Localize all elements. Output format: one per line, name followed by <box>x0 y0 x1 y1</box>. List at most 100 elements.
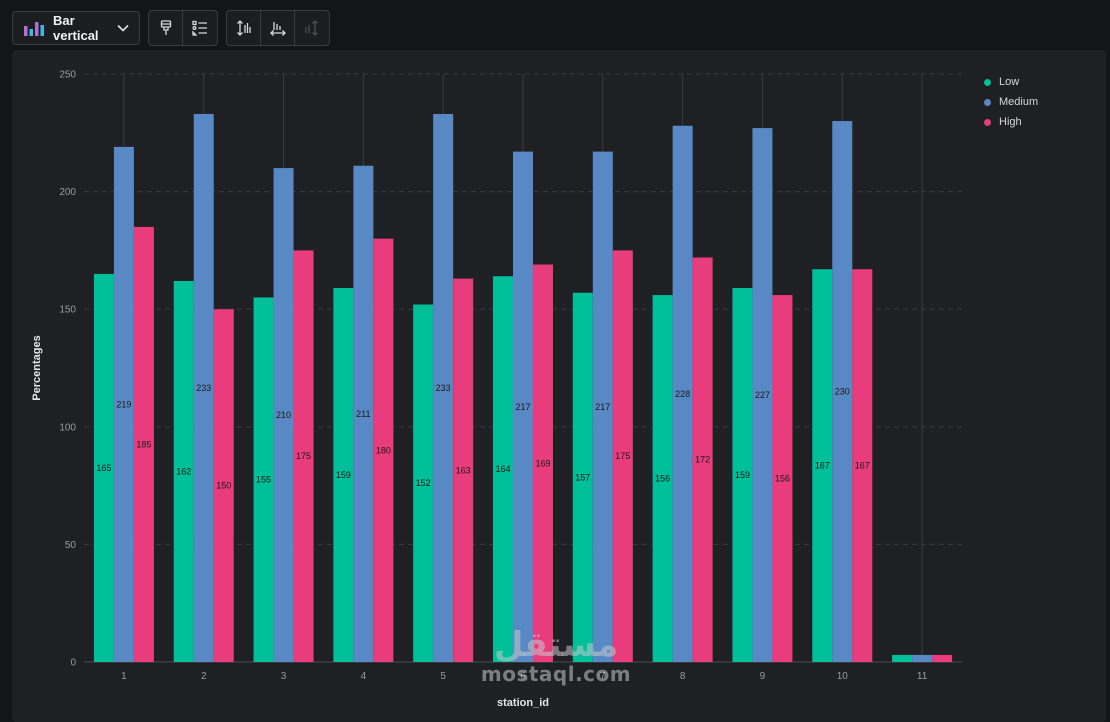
bar-high <box>932 654 953 662</box>
data-label: 233 <box>196 383 211 393</box>
data-label: 155 <box>256 475 271 485</box>
x-tick-label: 10 <box>837 671 849 682</box>
legend-swatch <box>984 118 991 126</box>
bar-low <box>413 304 434 662</box>
reset-sort-button[interactable] <box>295 11 329 45</box>
bar-medium <box>353 165 374 662</box>
bar-low <box>892 654 913 662</box>
bar-high <box>533 264 553 662</box>
x-tick-label: 9 <box>760 671 766 682</box>
data-label: 217 <box>515 402 530 412</box>
bar-low <box>333 288 354 662</box>
data-label: 167 <box>855 461 870 471</box>
bar-medium <box>433 113 454 662</box>
horizontal-sort-button[interactable] <box>261 11 295 45</box>
data-label: 180 <box>376 445 391 455</box>
bar-medium <box>592 151 613 662</box>
bar-low <box>812 269 833 662</box>
y-tick-label: 50 <box>65 540 77 551</box>
bar-low <box>732 288 753 662</box>
bar-low <box>652 295 673 662</box>
bar-low <box>493 276 513 662</box>
chevron-down-icon <box>117 24 129 32</box>
data-label: 210 <box>276 410 291 420</box>
x-tick-label: 7 <box>600 671 606 682</box>
data-label: 169 <box>535 458 550 468</box>
bar-medium <box>113 146 134 663</box>
bar-medium <box>672 125 693 662</box>
x-tick-label: 2 <box>201 671 207 682</box>
bar-low <box>173 280 194 662</box>
bar-low <box>93 273 114 662</box>
chart-legend: Low Medium High <box>984 72 1038 132</box>
data-label: 163 <box>456 465 471 475</box>
data-label: 228 <box>675 389 690 399</box>
y-tick-label: 250 <box>59 70 76 81</box>
data-label: 156 <box>655 474 670 484</box>
data-label: 233 <box>436 383 451 393</box>
data-label: 150 <box>216 481 231 491</box>
paint-brush-button[interactable] <box>149 11 183 45</box>
vertical-sort-button[interactable] <box>227 11 261 45</box>
style-button-group <box>148 10 218 46</box>
data-label: 156 <box>775 474 790 484</box>
legend-label: High <box>999 116 1022 128</box>
bar-low <box>253 297 274 662</box>
data-label: 230 <box>835 387 850 397</box>
legend-swatch <box>984 78 991 86</box>
chart-type-label: Bar vertical <box>53 13 99 43</box>
data-label: 152 <box>416 478 431 488</box>
data-label: 159 <box>735 470 750 480</box>
bar-high <box>293 250 314 662</box>
legend-label: Low <box>999 76 1020 88</box>
data-label: 217 <box>595 402 610 412</box>
bar-medium <box>752 128 773 662</box>
bar-high <box>373 238 394 662</box>
x-tick-label: 6 <box>520 671 526 682</box>
data-label: 172 <box>695 455 710 465</box>
data-label: 157 <box>575 472 590 482</box>
bar-medium <box>832 121 853 663</box>
bar-high <box>692 257 713 662</box>
sort-button-group <box>226 10 330 46</box>
x-tick-label: 8 <box>680 671 686 682</box>
x-tick-label: 1 <box>121 671 127 682</box>
data-label: 227 <box>755 390 770 400</box>
x-tick-label: 5 <box>440 671 446 682</box>
y-tick-label: 150 <box>59 305 76 316</box>
y-tick-label: 200 <box>59 187 76 198</box>
data-label: 167 <box>815 461 830 471</box>
horizontal-sort-icon <box>269 20 287 36</box>
data-label: 211 <box>356 409 370 419</box>
data-label: 165 <box>96 463 111 473</box>
chart-panel: 0 50 100 150 200 250 165 162 155 159 152 164 157 156 1… <box>12 50 1106 722</box>
chart-type-select[interactable]: Bar vertical <box>12 11 140 45</box>
data-label: 219 <box>116 399 131 409</box>
data-label: 175 <box>615 451 630 461</box>
legend-item-high[interactable]: High <box>984 112 1038 132</box>
list-settings-button[interactable] <box>183 11 217 45</box>
y-axis-title: Percentages <box>31 335 43 400</box>
bar-high <box>453 278 474 662</box>
data-label: 175 <box>296 451 311 461</box>
bar-high <box>772 295 793 662</box>
chart-toolbar: Bar vertical <box>12 10 330 46</box>
x-tick-label: 11 <box>917 671 928 682</box>
bar-high <box>852 269 873 662</box>
list-settings-icon <box>192 20 208 36</box>
x-tick-label: 4 <box>361 671 367 682</box>
vertical-sort-icon <box>236 19 252 37</box>
bar-chart-icon <box>23 20 45 36</box>
legend-item-medium[interactable]: Medium <box>984 92 1038 112</box>
x-tick-label: 3 <box>281 671 287 682</box>
legend-swatch <box>984 98 991 106</box>
data-label: 164 <box>495 464 510 474</box>
bar-medium <box>193 113 214 662</box>
data-label: 162 <box>176 466 191 476</box>
y-tick-label: 100 <box>59 422 76 433</box>
legend-item-low[interactable]: Low <box>984 72 1038 92</box>
x-axis-title: station_id <box>497 697 549 709</box>
bar-high <box>133 226 154 662</box>
bar-medium <box>273 168 294 662</box>
